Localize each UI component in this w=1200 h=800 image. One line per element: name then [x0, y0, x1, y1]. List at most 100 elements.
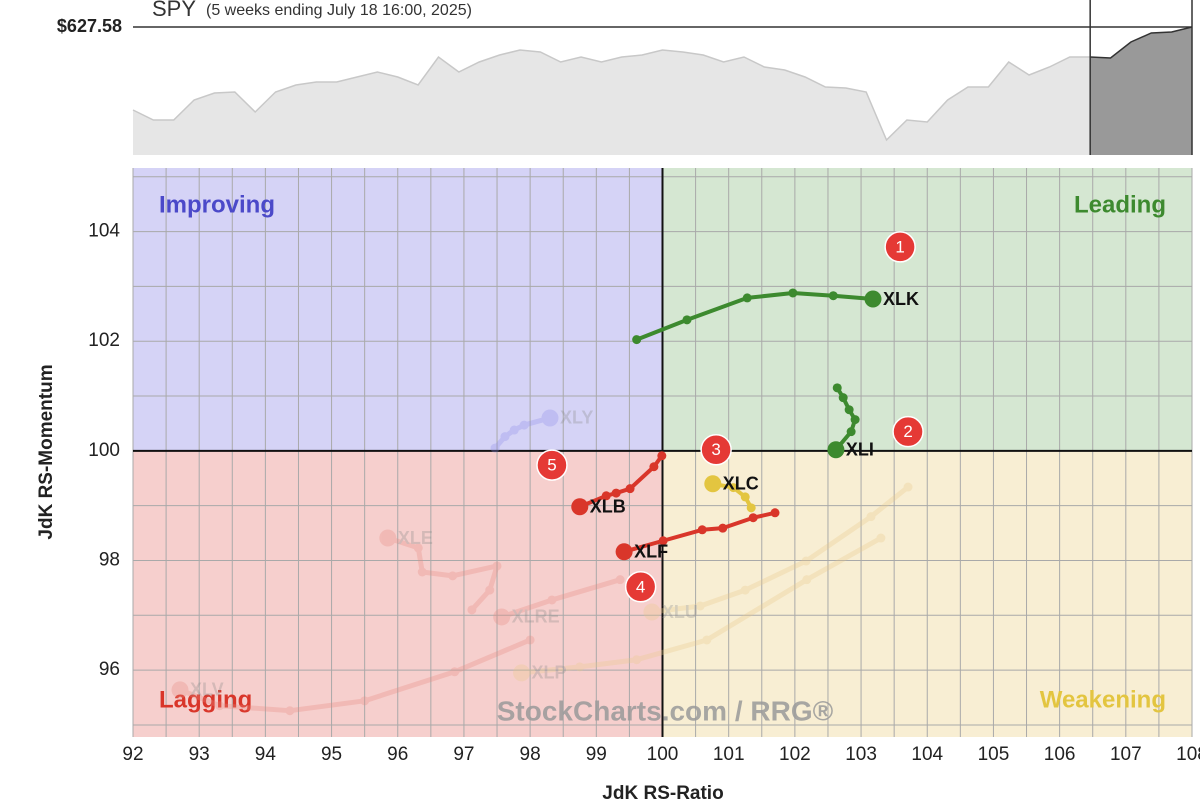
- tail-head: [171, 681, 189, 699]
- tail: XLY: [490, 408, 593, 453]
- tail: XLU: [643, 482, 913, 622]
- tail-point: [519, 420, 529, 430]
- tail-point: [832, 383, 842, 393]
- series-label: XLI: [846, 440, 874, 460]
- tail-point: [485, 585, 495, 595]
- y-tick-label: 98: [99, 550, 120, 571]
- tail-line: [499, 577, 623, 620]
- tail-point: [467, 605, 477, 615]
- quadrant-label: Lagging: [159, 686, 252, 713]
- tail-point: [876, 533, 886, 543]
- annotation-number: 1: [895, 237, 904, 256]
- tail-point: [718, 523, 728, 533]
- x-tick-label: 106: [1044, 744, 1076, 765]
- spy-subtitle: (5 weeks ending July 18 16:00, 2025): [206, 2, 472, 19]
- annotation-badge: [884, 231, 916, 263]
- tail-point: [828, 291, 838, 301]
- tail-point: [615, 575, 625, 585]
- series-label: XLF: [634, 541, 668, 561]
- tail-point: [746, 503, 756, 513]
- tail: XLI: [827, 383, 874, 460]
- tail-head: [615, 543, 633, 561]
- tail: XLC: [704, 473, 759, 513]
- tail-point: [657, 451, 667, 461]
- x-tick-label: 107: [1110, 744, 1142, 765]
- x-tick-label: 100: [647, 744, 679, 765]
- tail-point: [611, 488, 621, 498]
- series-label: XLC: [723, 473, 759, 493]
- tail-line: [649, 484, 911, 615]
- y-axis-label: JdK RS-Momentum: [36, 364, 57, 539]
- tail-point: [448, 571, 458, 581]
- tail-line: [519, 535, 884, 676]
- x-tick-label: 105: [978, 744, 1010, 765]
- tail-point: [360, 696, 370, 706]
- tail-point: [625, 484, 635, 494]
- tail-point: [697, 525, 707, 535]
- tail-point: [788, 288, 798, 298]
- y-tick-label: 96: [99, 659, 120, 680]
- x-axis-label: JdK RS-Ratio: [602, 783, 723, 800]
- tail-line: [492, 415, 553, 451]
- tail-point: [215, 701, 225, 711]
- series-label: XLP: [532, 663, 567, 683]
- tail-point: [903, 482, 913, 492]
- y-tick-label: 102: [88, 330, 120, 351]
- x-tick-label: 104: [911, 744, 943, 765]
- tail-point: [632, 335, 642, 345]
- tail-point: [682, 315, 692, 325]
- quadrant-label: Leading: [1074, 191, 1166, 218]
- series-label: XLK: [883, 289, 919, 309]
- x-tick-label: 92: [122, 744, 143, 765]
- tail-point: [649, 462, 659, 472]
- x-tick-label: 103: [845, 744, 877, 765]
- tail: XLK: [632, 288, 919, 345]
- tail-point: [748, 513, 758, 523]
- tail-point: [450, 667, 460, 677]
- x-tick-label: 96: [387, 744, 408, 765]
- tail-head: [643, 603, 661, 621]
- x-tick-label: 101: [713, 744, 745, 765]
- spy-area-fill: [133, 50, 1091, 155]
- annotation-badge: [536, 449, 568, 481]
- tail-point: [702, 635, 712, 645]
- quadrant-label: Improving: [159, 191, 275, 218]
- tail-point: [846, 427, 856, 437]
- x-tick-label: 108: [1176, 744, 1200, 765]
- tail-head: [541, 409, 559, 427]
- tail: XLP: [513, 533, 886, 683]
- tail-line: [385, 535, 500, 613]
- tail-point: [525, 635, 535, 645]
- tail-head: [704, 475, 722, 493]
- watermark: StockCharts.com / RRG®: [497, 695, 834, 726]
- tail-point: [417, 567, 427, 577]
- series-label: XLV: [190, 680, 224, 700]
- spy-title: SPY: [152, 0, 196, 21]
- tail-head: [379, 529, 397, 547]
- series-label: XLU: [662, 602, 698, 622]
- x-tick-label: 97: [453, 744, 474, 765]
- series-label: XLB: [590, 497, 626, 517]
- tail: XLF: [615, 508, 780, 561]
- annotation-number: 2: [903, 422, 912, 441]
- y-tick-label: 100: [88, 440, 120, 461]
- tail-point: [413, 543, 423, 553]
- annotation-badge: [700, 434, 732, 466]
- tail: XLE: [379, 528, 502, 615]
- spy-area-highlight-fill: [1090, 27, 1192, 155]
- tail-line: [710, 481, 754, 510]
- tail-head: [571, 498, 589, 516]
- quadrant-label: Weakening: [1040, 686, 1166, 713]
- tail-point: [632, 655, 642, 665]
- tail-point: [575, 662, 585, 672]
- tail-point: [802, 575, 812, 585]
- tail-head: [493, 608, 511, 626]
- tail-point: [728, 483, 738, 493]
- tail-point: [770, 508, 780, 518]
- annotation-badge: [892, 415, 924, 448]
- series-label: XLY: [560, 408, 593, 428]
- x-tick-label: 99: [586, 744, 607, 765]
- tail-point: [285, 706, 295, 716]
- tail-point: [509, 425, 519, 435]
